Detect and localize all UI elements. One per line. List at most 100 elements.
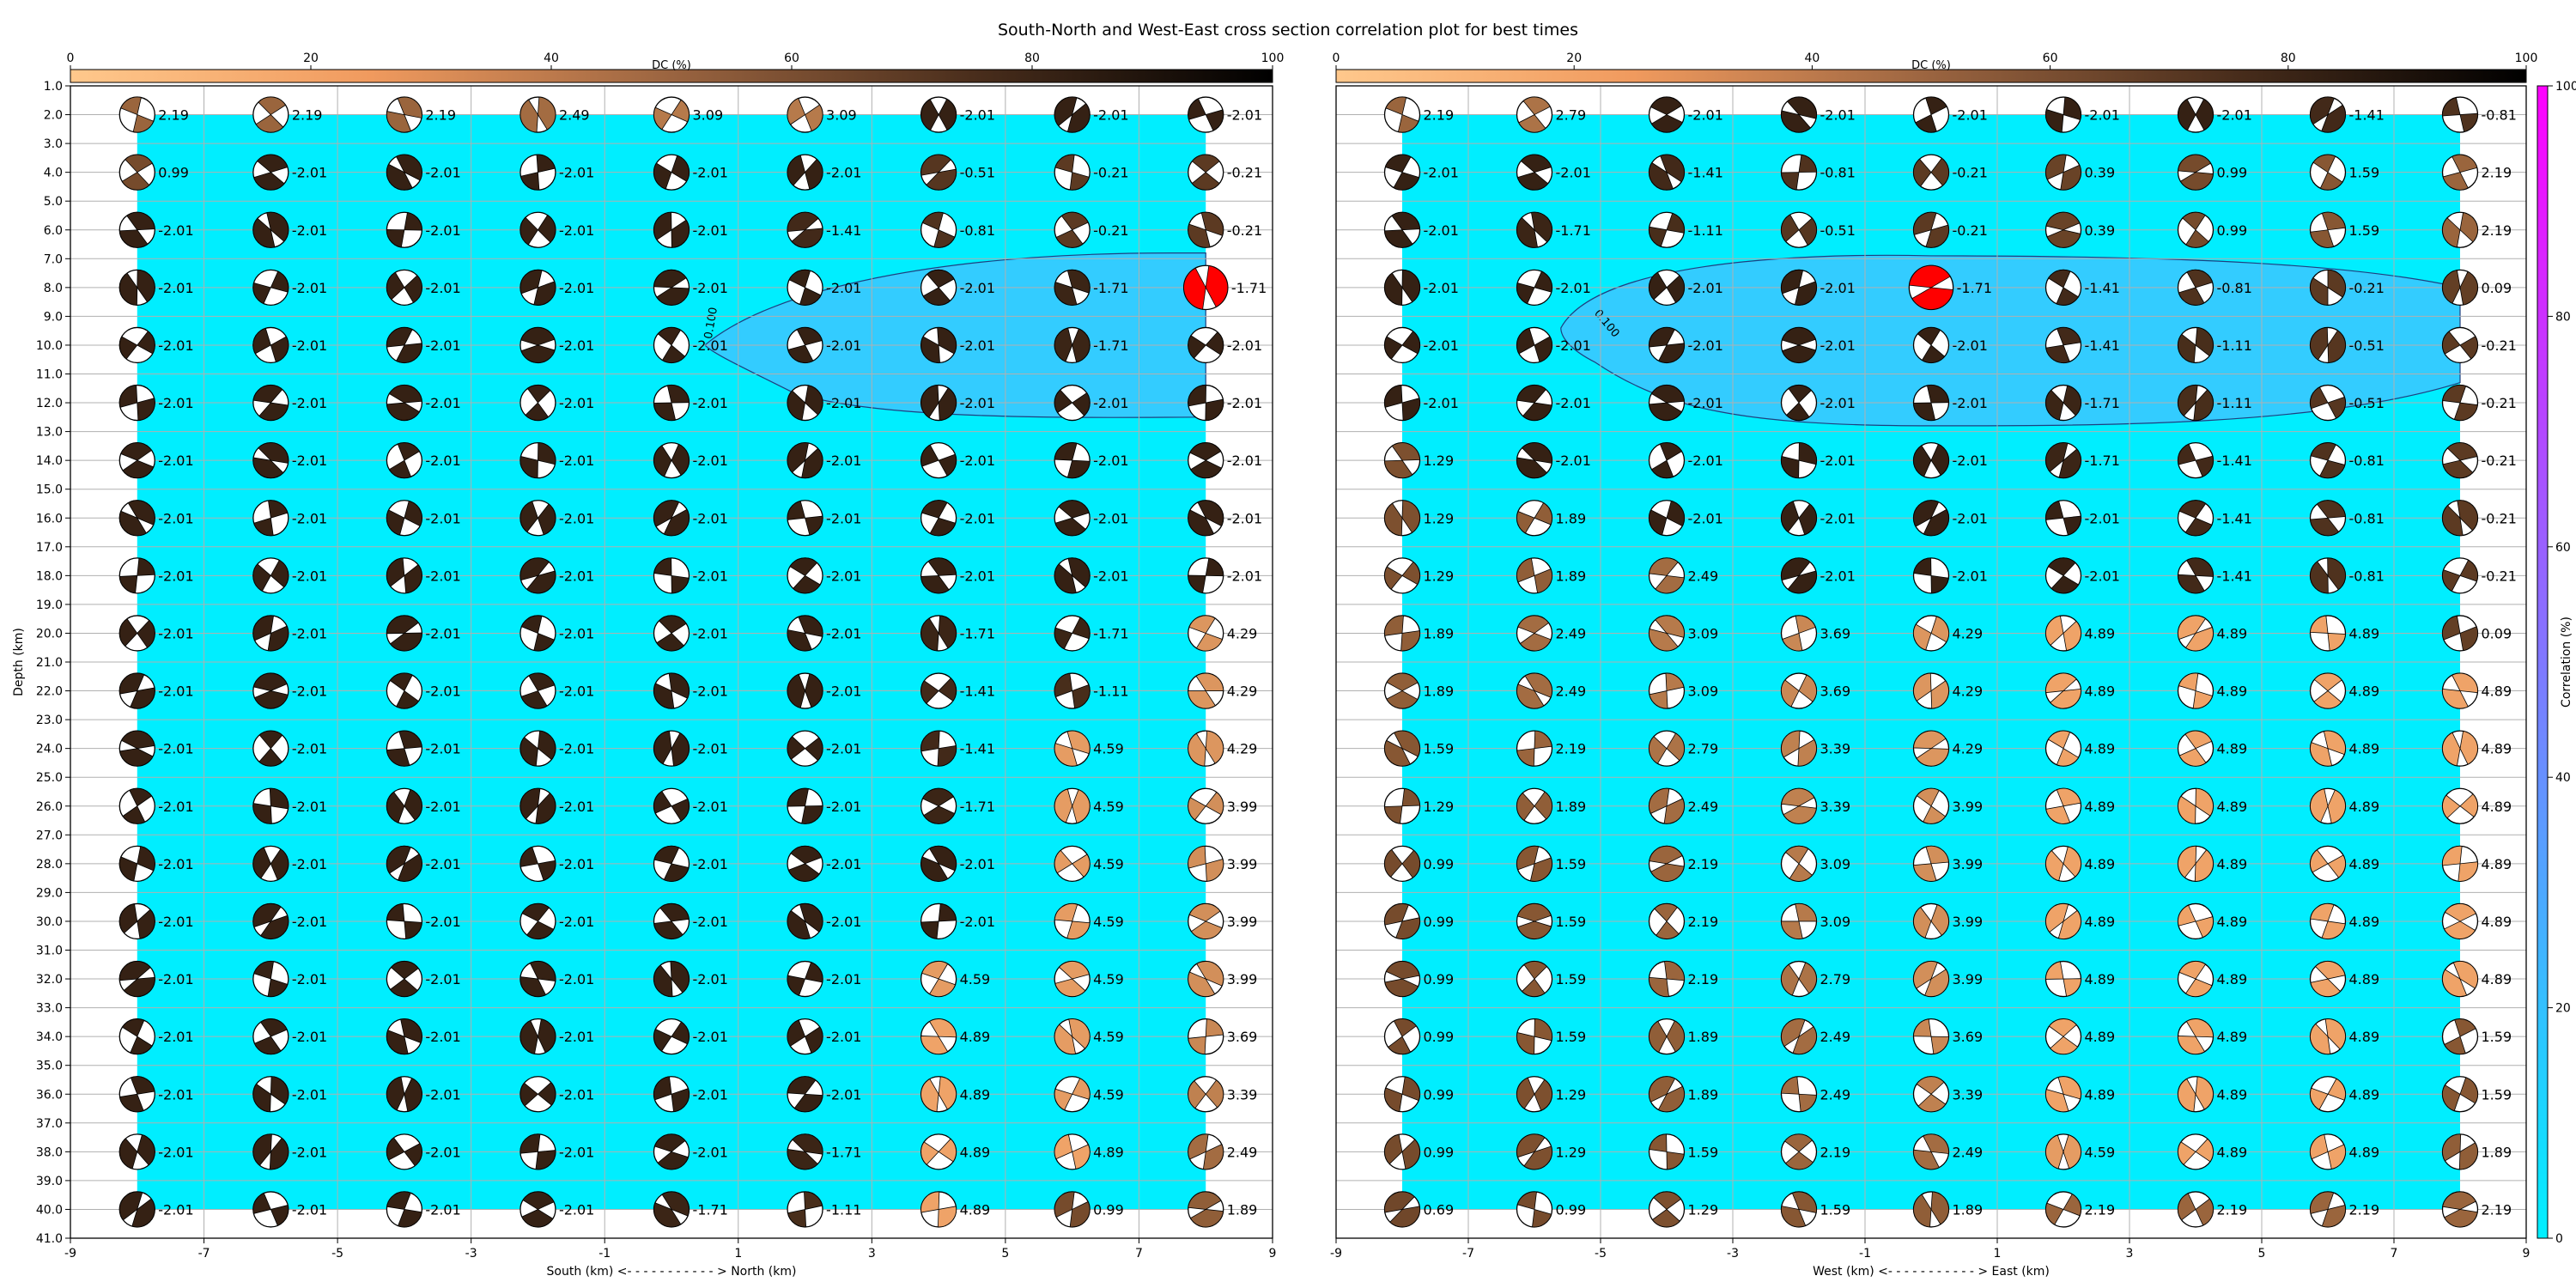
- beachball: [386, 96, 423, 133]
- beachball-label: 1.59: [1556, 971, 1587, 987]
- beachball-label: 4.89: [2217, 625, 2248, 641]
- beachball: [2044, 902, 2082, 940]
- beachball-quadrant: [2195, 327, 2214, 357]
- beachball: [1054, 787, 1091, 824]
- beachball: [920, 96, 957, 133]
- beachball-label: -2.01: [292, 510, 327, 526]
- beachball: [252, 960, 289, 998]
- beachball-quadrant: [661, 1191, 690, 1217]
- beachball-quadrant: [938, 453, 957, 477]
- beachball-label: 1.59: [1424, 741, 1455, 757]
- beachball-quadrant: [386, 615, 419, 635]
- beachball-quadrant: [1913, 158, 1932, 187]
- beachball-label: -2.01: [425, 799, 460, 815]
- beachball-quadrant: [2050, 1036, 2079, 1055]
- dc-colorbar-bar: [1335, 69, 2527, 83]
- beachball-label: -2.01: [559, 1144, 594, 1160]
- beachball-label: -2.01: [425, 625, 460, 641]
- beachball-quadrant: [1058, 961, 1090, 980]
- beachball-quadrant: [787, 390, 805, 421]
- beachball: [1648, 1076, 1686, 1113]
- beachball-quadrant: [804, 1191, 823, 1210]
- beachball: [787, 500, 823, 537]
- beachball: [2309, 211, 2347, 248]
- beachball-quadrant: [2442, 1133, 2462, 1162]
- beachball: [1383, 1076, 1421, 1113]
- beachball: [1912, 384, 1950, 422]
- beachball: [1648, 500, 1686, 537]
- beachball-quadrant: [1649, 271, 1668, 301]
- beachball-quadrant: [2195, 455, 2214, 477]
- y-tick-label: 40.0: [36, 1203, 63, 1217]
- beachball: [920, 672, 957, 709]
- beachball: [1054, 500, 1091, 537]
- beachball-quadrant: [2178, 845, 2197, 878]
- beachball-label: 2.79: [1688, 741, 1719, 757]
- beachball-quadrant: [404, 564, 422, 594]
- beachball: [519, 326, 556, 364]
- beachball-label: -2.01: [693, 510, 728, 526]
- beachball: [1054, 672, 1091, 709]
- beachball: [1780, 384, 1818, 422]
- beachball-quadrant: [920, 1141, 939, 1165]
- beachball-quadrant: [519, 269, 543, 295]
- beachball-label: 0.99: [1093, 1201, 1124, 1218]
- beachball: [386, 500, 423, 537]
- beachball-quadrant: [2178, 1141, 2196, 1165]
- beachball-quadrant: [252, 672, 288, 691]
- beachball-quadrant: [270, 848, 289, 881]
- beachball: [252, 1191, 289, 1228]
- beachball-quadrant: [137, 398, 155, 421]
- beachball: [1648, 557, 1686, 594]
- beachball: [2177, 442, 2215, 479]
- beachball-quadrant: [920, 680, 939, 704]
- beachball-quadrant: [2451, 154, 2478, 173]
- beachball-quadrant: [1069, 172, 1090, 191]
- beachball-quadrant: [396, 343, 422, 363]
- beachball-quadrant: [2444, 903, 2476, 922]
- beachball: [1188, 902, 1224, 940]
- beachball-label: -2.01: [292, 1086, 327, 1103]
- beachball-quadrant: [1781, 1206, 1807, 1228]
- beachball-quadrant: [1519, 632, 1552, 652]
- beachball: [787, 442, 823, 479]
- beachball-label: 4.89: [1093, 1144, 1124, 1160]
- beachball-label: -2.01: [158, 625, 193, 641]
- beachball-label: 4.59: [1093, 1029, 1124, 1045]
- beachball-label: -2.01: [1093, 568, 1128, 584]
- beachball-label: 2.49: [1556, 625, 1587, 641]
- beachball-quadrant: [1516, 1133, 1546, 1158]
- beachball-quadrant: [2045, 1202, 2064, 1225]
- beachball-quadrant: [1649, 1020, 1668, 1053]
- beachball-quadrant: [1054, 154, 1075, 173]
- beachball-quadrant: [2063, 1134, 2081, 1170]
- beachball: [2441, 672, 2479, 709]
- beachball-quadrant: [2327, 396, 2346, 419]
- beachball: [2177, 1191, 2215, 1228]
- beachball-label: 4.29: [1953, 741, 1984, 757]
- beachball: [1054, 1018, 1091, 1055]
- beachball-quadrant: [118, 272, 138, 306]
- beachball: [920, 1133, 957, 1170]
- beachball-label: -2.01: [960, 510, 995, 526]
- beachball: [2441, 1076, 2479, 1113]
- beachball-label: -2.01: [292, 799, 327, 815]
- beachball-quadrant: [1054, 1191, 1075, 1218]
- beachball-quadrant: [1517, 920, 1552, 939]
- beachball-quadrant: [533, 281, 556, 306]
- beachball: [2309, 672, 2347, 709]
- beachball-quadrant: [1916, 787, 1940, 807]
- beachball-quadrant: [1190, 459, 1223, 479]
- beachball-quadrant: [1384, 1087, 1403, 1112]
- beachball-quadrant: [653, 920, 683, 939]
- beachball-label: 4.89: [2349, 914, 2380, 930]
- beachball-quadrant: [1781, 557, 1811, 581]
- beachball-label: -2.01: [1953, 107, 1988, 124]
- beachball-quadrant: [1188, 223, 1211, 248]
- beachball: [1648, 154, 1686, 191]
- beachball-quadrant: [1516, 1032, 1535, 1055]
- beachball: [1912, 1133, 1950, 1170]
- beachball-quadrant: [1054, 282, 1078, 306]
- beachball-quadrant: [1401, 398, 1420, 421]
